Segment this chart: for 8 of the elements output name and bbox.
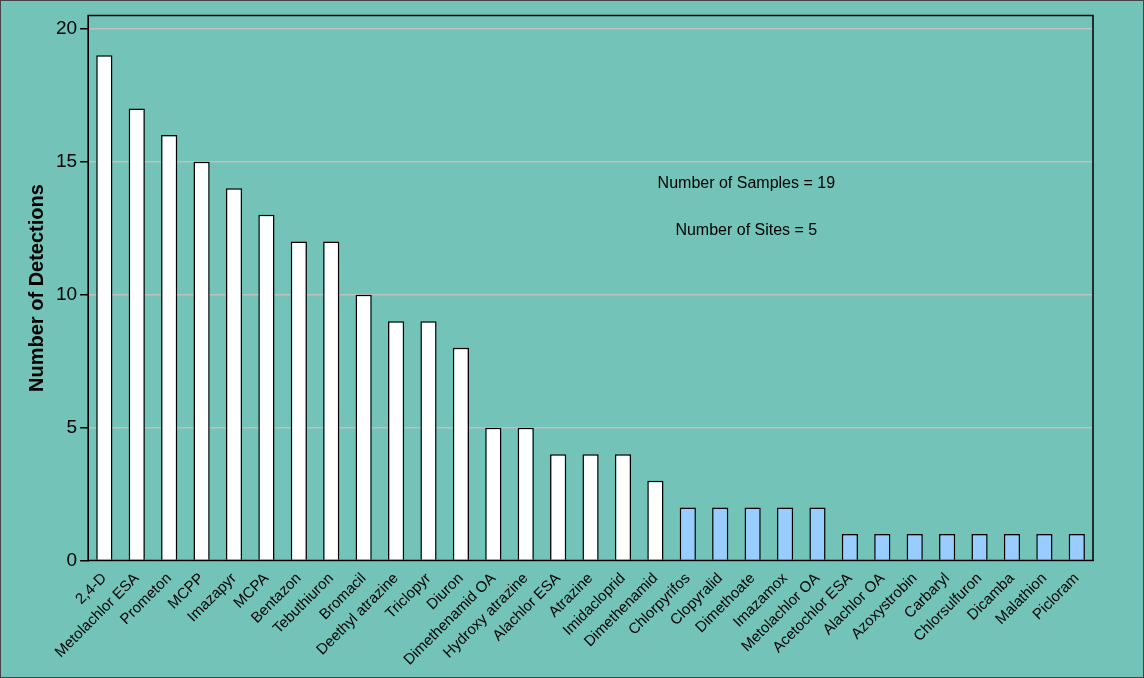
annotation: Number of Samples = 19 [657,173,836,191]
y-tick-label: 10 [55,282,78,304]
y-axis-title: Number of Detections [24,184,47,392]
y-tick-label: 15 [55,149,78,171]
annotation: Number of Sites = 5 [675,220,818,238]
y-tick-label: 20 [55,16,78,38]
y-tick-label: 0 [66,548,78,570]
y-tick-label: 5 [66,415,78,437]
